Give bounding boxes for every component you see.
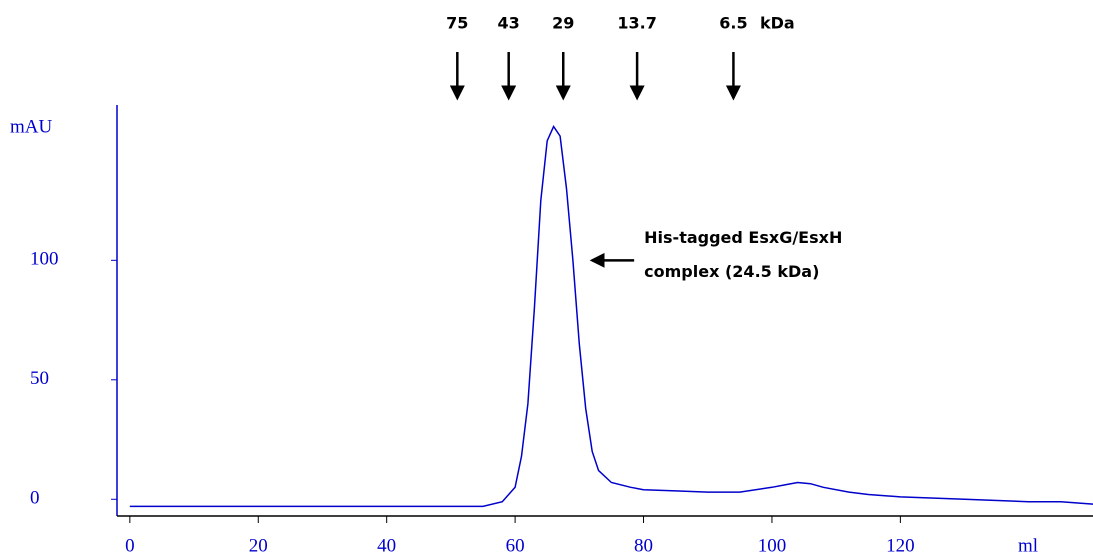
y-axis-label: mAU — [10, 116, 53, 137]
marker-label: 75 — [446, 14, 468, 33]
marker-label: 6.5 — [719, 14, 747, 33]
x-axis-label: ml — [1018, 535, 1038, 556]
x-tick-label: 60 — [506, 535, 525, 556]
trace — [129, 124, 1093, 508]
marker-label: 13.7 — [617, 14, 656, 33]
y-tick-label: 0 — [30, 488, 40, 509]
y-tick-label: 100 — [30, 249, 59, 270]
x-tick-label: 0 — [125, 535, 135, 556]
annotation-text: complex (24.5 kDa) — [644, 262, 819, 281]
annotation-text: His-tagged EsxG/EsxH — [644, 228, 842, 247]
x-tick-label: 100 — [758, 535, 787, 556]
x-tick-label: 120 — [886, 535, 915, 556]
x-tick-label: 80 — [634, 535, 653, 556]
marker-label: 43 — [498, 14, 520, 33]
x-tick-label: 20 — [249, 535, 268, 556]
marker-unit: kDa — [760, 14, 795, 33]
y-tick-label: 50 — [30, 368, 49, 389]
marker-label: 29 — [552, 14, 574, 33]
x-tick-label: 40 — [377, 535, 396, 556]
